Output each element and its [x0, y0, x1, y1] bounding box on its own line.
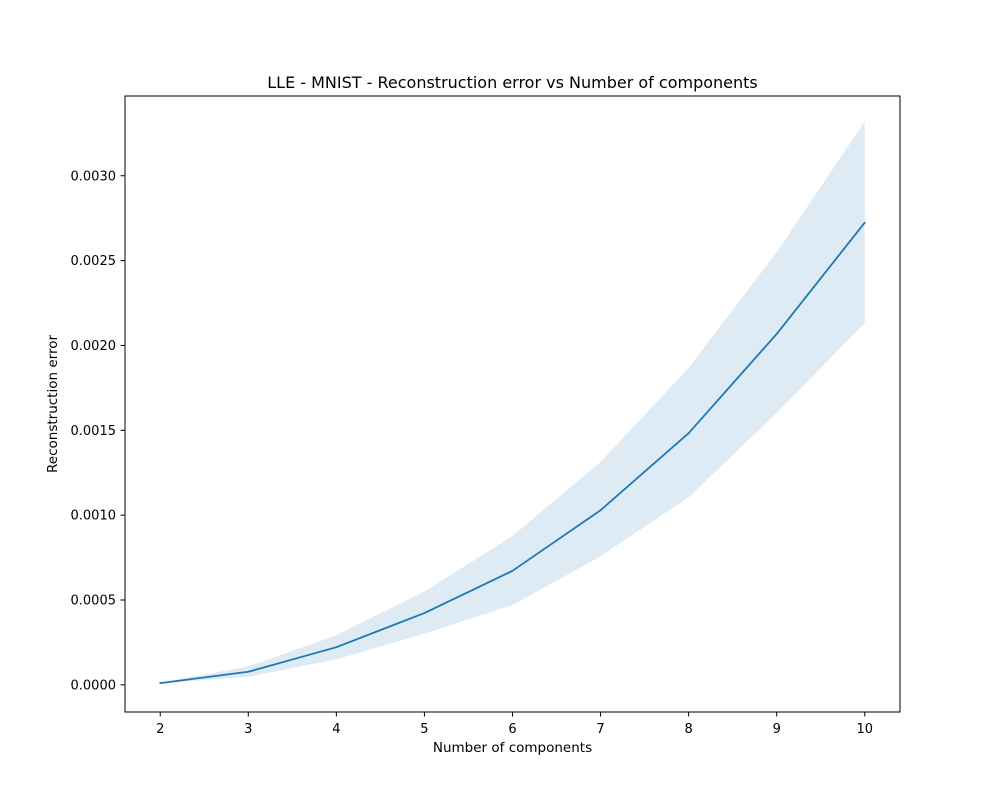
data-point — [863, 221, 866, 224]
data-point — [423, 612, 426, 614]
x-tick-label: 3 — [244, 722, 252, 737]
y-tick-label: 0.0025 — [71, 254, 117, 269]
x-tick-label: 7 — [596, 722, 604, 737]
x-tick-label: 8 — [684, 722, 692, 737]
y-axis: 0.0000 0.0005 0.0010 0.0015 0.0020 0.0025 0.00… — [71, 169, 125, 693]
data-point — [775, 333, 778, 335]
data-point — [599, 509, 602, 512]
x-axis-label: Number of components — [433, 740, 592, 756]
x-tick-label: 4 — [332, 722, 340, 737]
y-tick-label: 0.0005 — [71, 594, 117, 609]
y-tick-label: 0.0000 — [71, 678, 117, 693]
y-tick-label: 0.0015 — [71, 424, 117, 439]
y-axis-label: Reconstruction error — [45, 335, 61, 473]
x-tick-label: 9 — [773, 722, 781, 737]
x-tick-label: 10 — [856, 722, 873, 737]
plot-area — [159, 121, 866, 685]
x-tick-label: 5 — [420, 722, 428, 737]
x-tick-label: 2 — [156, 722, 164, 737]
y-tick-label: 0.0010 — [71, 509, 117, 524]
data-point — [247, 670, 250, 673]
data-point — [687, 432, 690, 435]
x-axis: 2 3 4 5 6 7 8 9 10 — [156, 712, 873, 737]
y-tick-label: 0.0020 — [71, 339, 117, 354]
y-tick-label: 0.0030 — [71, 169, 117, 184]
chart-title: LLE - MNIST - Reconstruction error vs Nu… — [267, 73, 758, 92]
data-point — [159, 682, 162, 685]
x-tick-label: 6 — [508, 722, 516, 737]
data-point — [511, 569, 514, 572]
data-point — [335, 646, 338, 649]
